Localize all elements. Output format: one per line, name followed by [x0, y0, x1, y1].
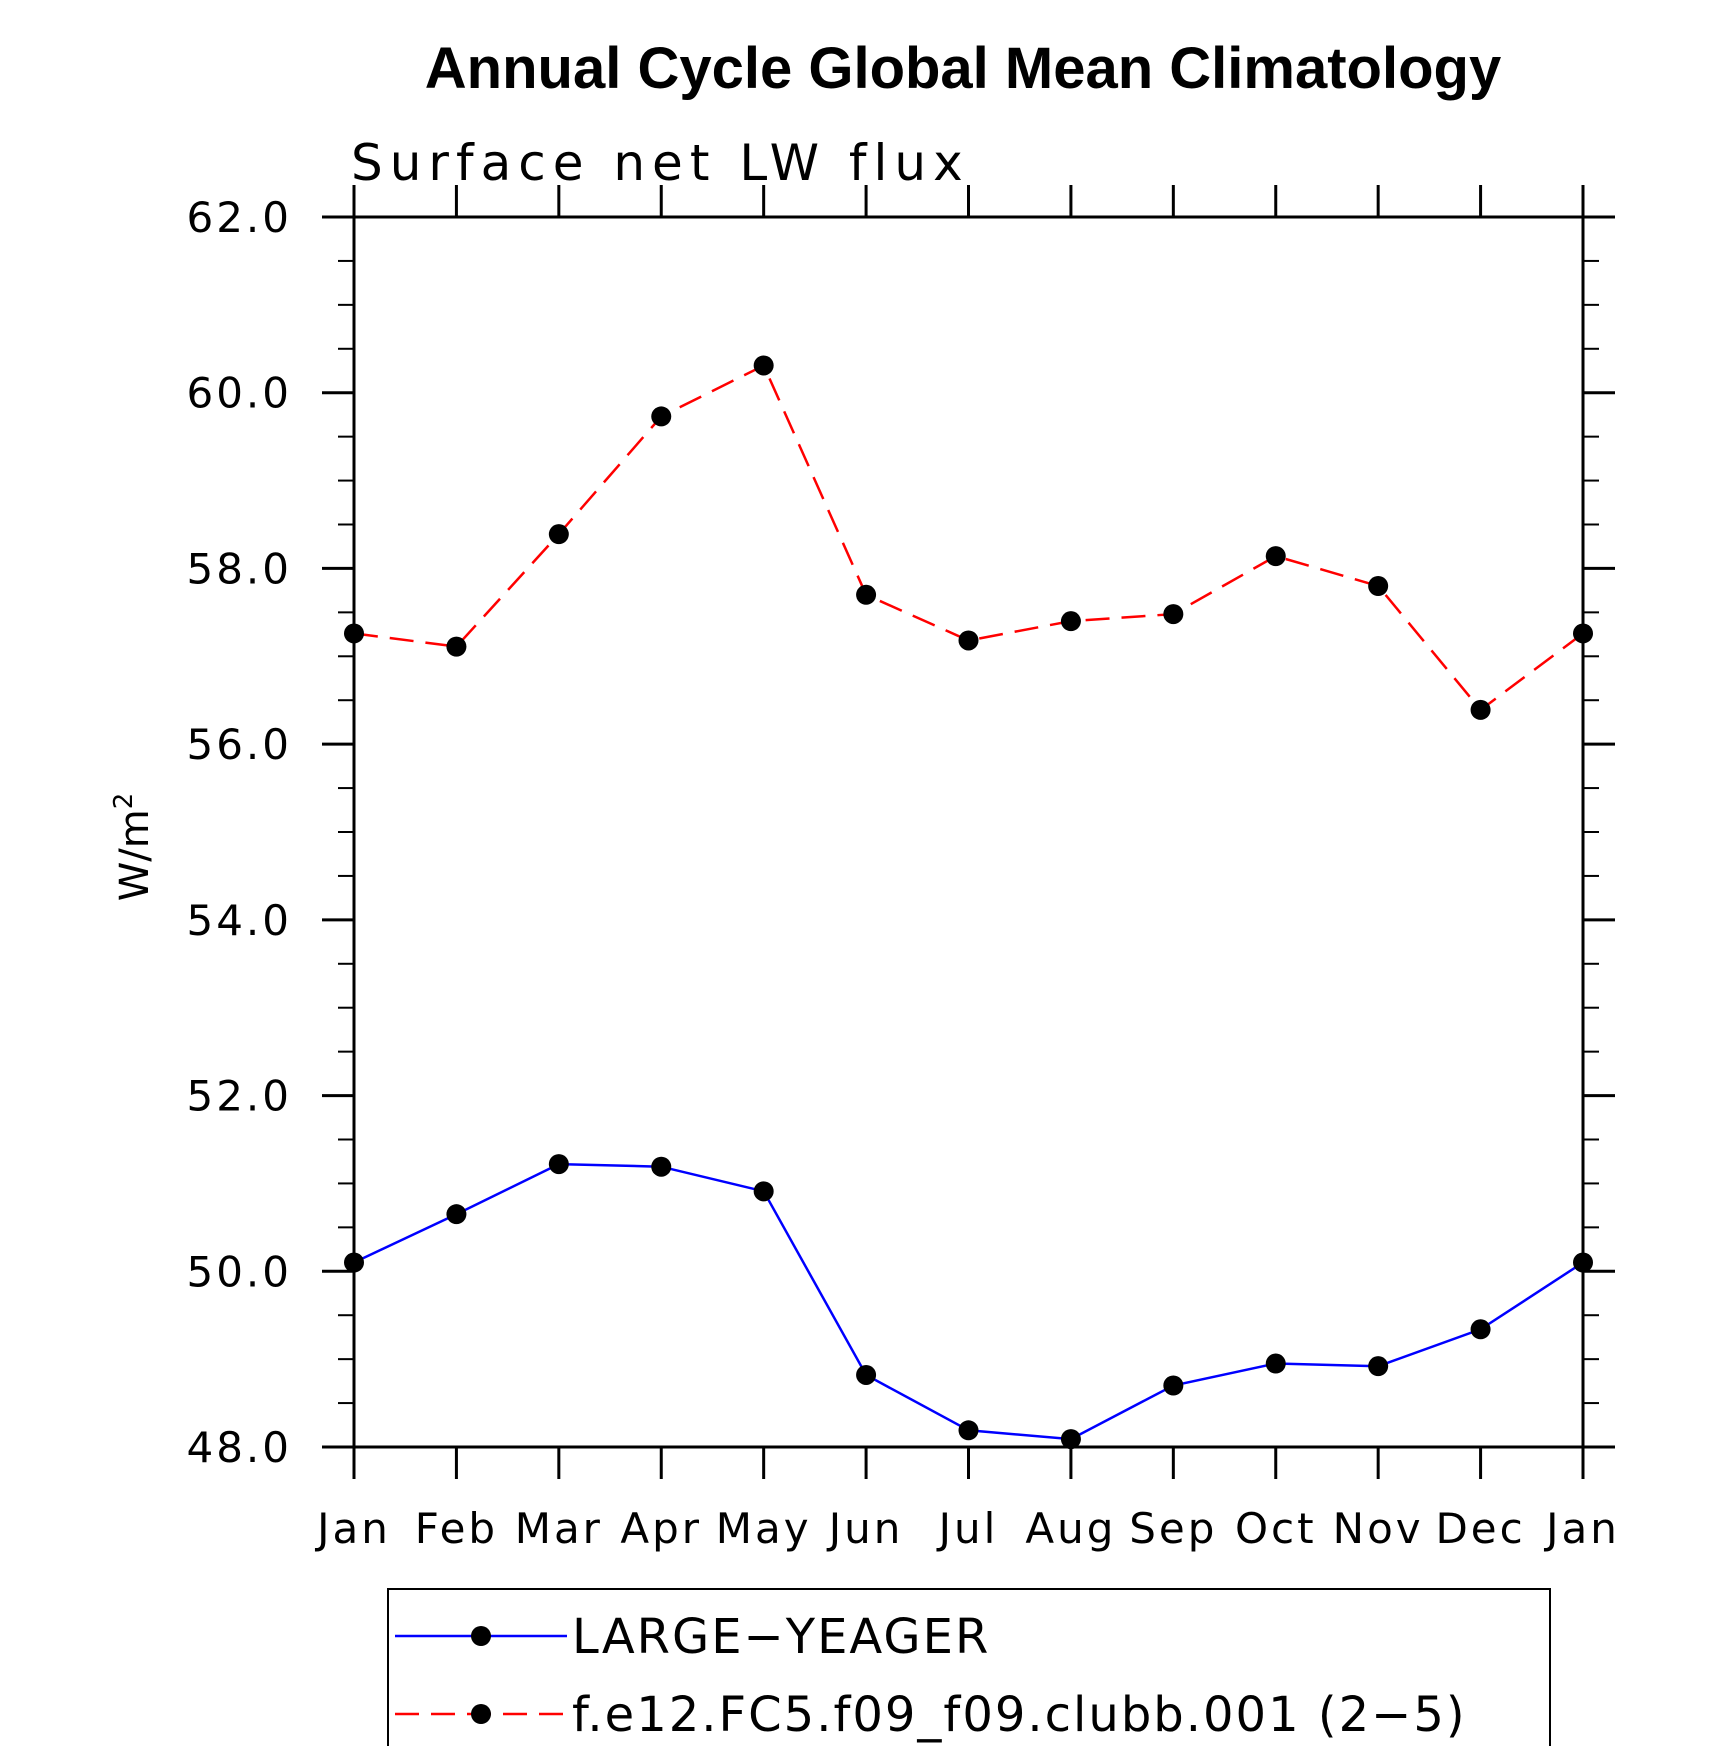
x-tick-label: Dec [1435, 1504, 1525, 1553]
legend-label: f.e12.FC5.f09_f09.clubb.001 (2−5) [572, 1687, 1467, 1743]
x-tick-label: Sep [1129, 1504, 1217, 1553]
legend: LARGE−YEAGER f.e12.FC5.f09_f09.clubb.001 … [387, 1588, 1551, 1746]
data-point [1163, 1375, 1184, 1396]
data-point [958, 1420, 979, 1441]
chart-subtitle: Surface net LW flux [351, 134, 970, 192]
data-point [753, 1181, 774, 1202]
data-point [1060, 1429, 1081, 1450]
y-tick-label: 56.0 [186, 720, 292, 769]
data-point [344, 1252, 364, 1273]
plot-frame [352, 215, 1585, 1449]
x-tick-label: Jun [826, 1504, 904, 1553]
y-tick-label: 54.0 [186, 896, 292, 945]
data-point [1368, 1356, 1389, 1377]
data-point [856, 584, 877, 605]
data-point [548, 1154, 569, 1175]
data-point [1265, 546, 1286, 567]
series-line [353, 363, 1584, 712]
y-axis-label-exponent: 2 [109, 793, 139, 810]
data-point [1470, 1319, 1491, 1340]
axes: Jan Feb Mar Apr May Jun Jul Aug Sep Oct Nov Dec Jan 4… [186, 185, 1620, 1553]
data-point [651, 1156, 672, 1177]
legend-box [387, 1588, 1551, 1746]
data-point [548, 524, 569, 545]
x-tick-label: May [716, 1504, 812, 1553]
y-axis-label: W/m2 [109, 793, 158, 902]
data-point [1573, 623, 1593, 644]
y-tick-label: 48.0 [186, 1423, 292, 1472]
data-point [856, 1364, 877, 1385]
chart-title: Annual Cycle Global Mean Climatology [425, 36, 1501, 101]
y-tick-label: 62.0 [186, 193, 292, 242]
x-tick-label: Jan [314, 1504, 391, 1553]
data-point [1163, 604, 1184, 625]
x-tick-label: Jan [1543, 1504, 1620, 1553]
legend-marker [471, 1626, 491, 1646]
data-series [344, 355, 1593, 1450]
x-tick-label: Oct [1235, 1504, 1317, 1553]
data-point [344, 623, 364, 644]
y-tick-label: 50.0 [186, 1247, 292, 1296]
x-tick-label: Mar [515, 1504, 603, 1553]
x-tick-label: Aug [1025, 1504, 1116, 1553]
data-point [651, 406, 672, 427]
y-tick-label: 52.0 [186, 1072, 292, 1121]
x-tick-label: Jul [936, 1504, 999, 1553]
x-tick-label: Feb [415, 1504, 498, 1553]
data-point [958, 630, 979, 651]
x-tick-label: Nov [1333, 1504, 1424, 1553]
data-point [1470, 699, 1491, 720]
data-point [446, 636, 467, 657]
data-point [1060, 611, 1081, 632]
series-line [353, 1162, 1584, 1441]
y-tick-label: 60.0 [186, 369, 292, 418]
legend-marker [471, 1704, 491, 1724]
y-tick-label: 58.0 [186, 544, 292, 593]
y-axis-label-unit: W/m [112, 809, 158, 901]
data-point [1573, 1252, 1593, 1273]
x-tick-label: Apr [620, 1504, 702, 1553]
data-point [753, 355, 774, 376]
data-point [1368, 576, 1389, 596]
legend-label: LARGE−YEAGER [572, 1609, 990, 1665]
data-point [1265, 1353, 1286, 1374]
data-point [446, 1204, 467, 1225]
